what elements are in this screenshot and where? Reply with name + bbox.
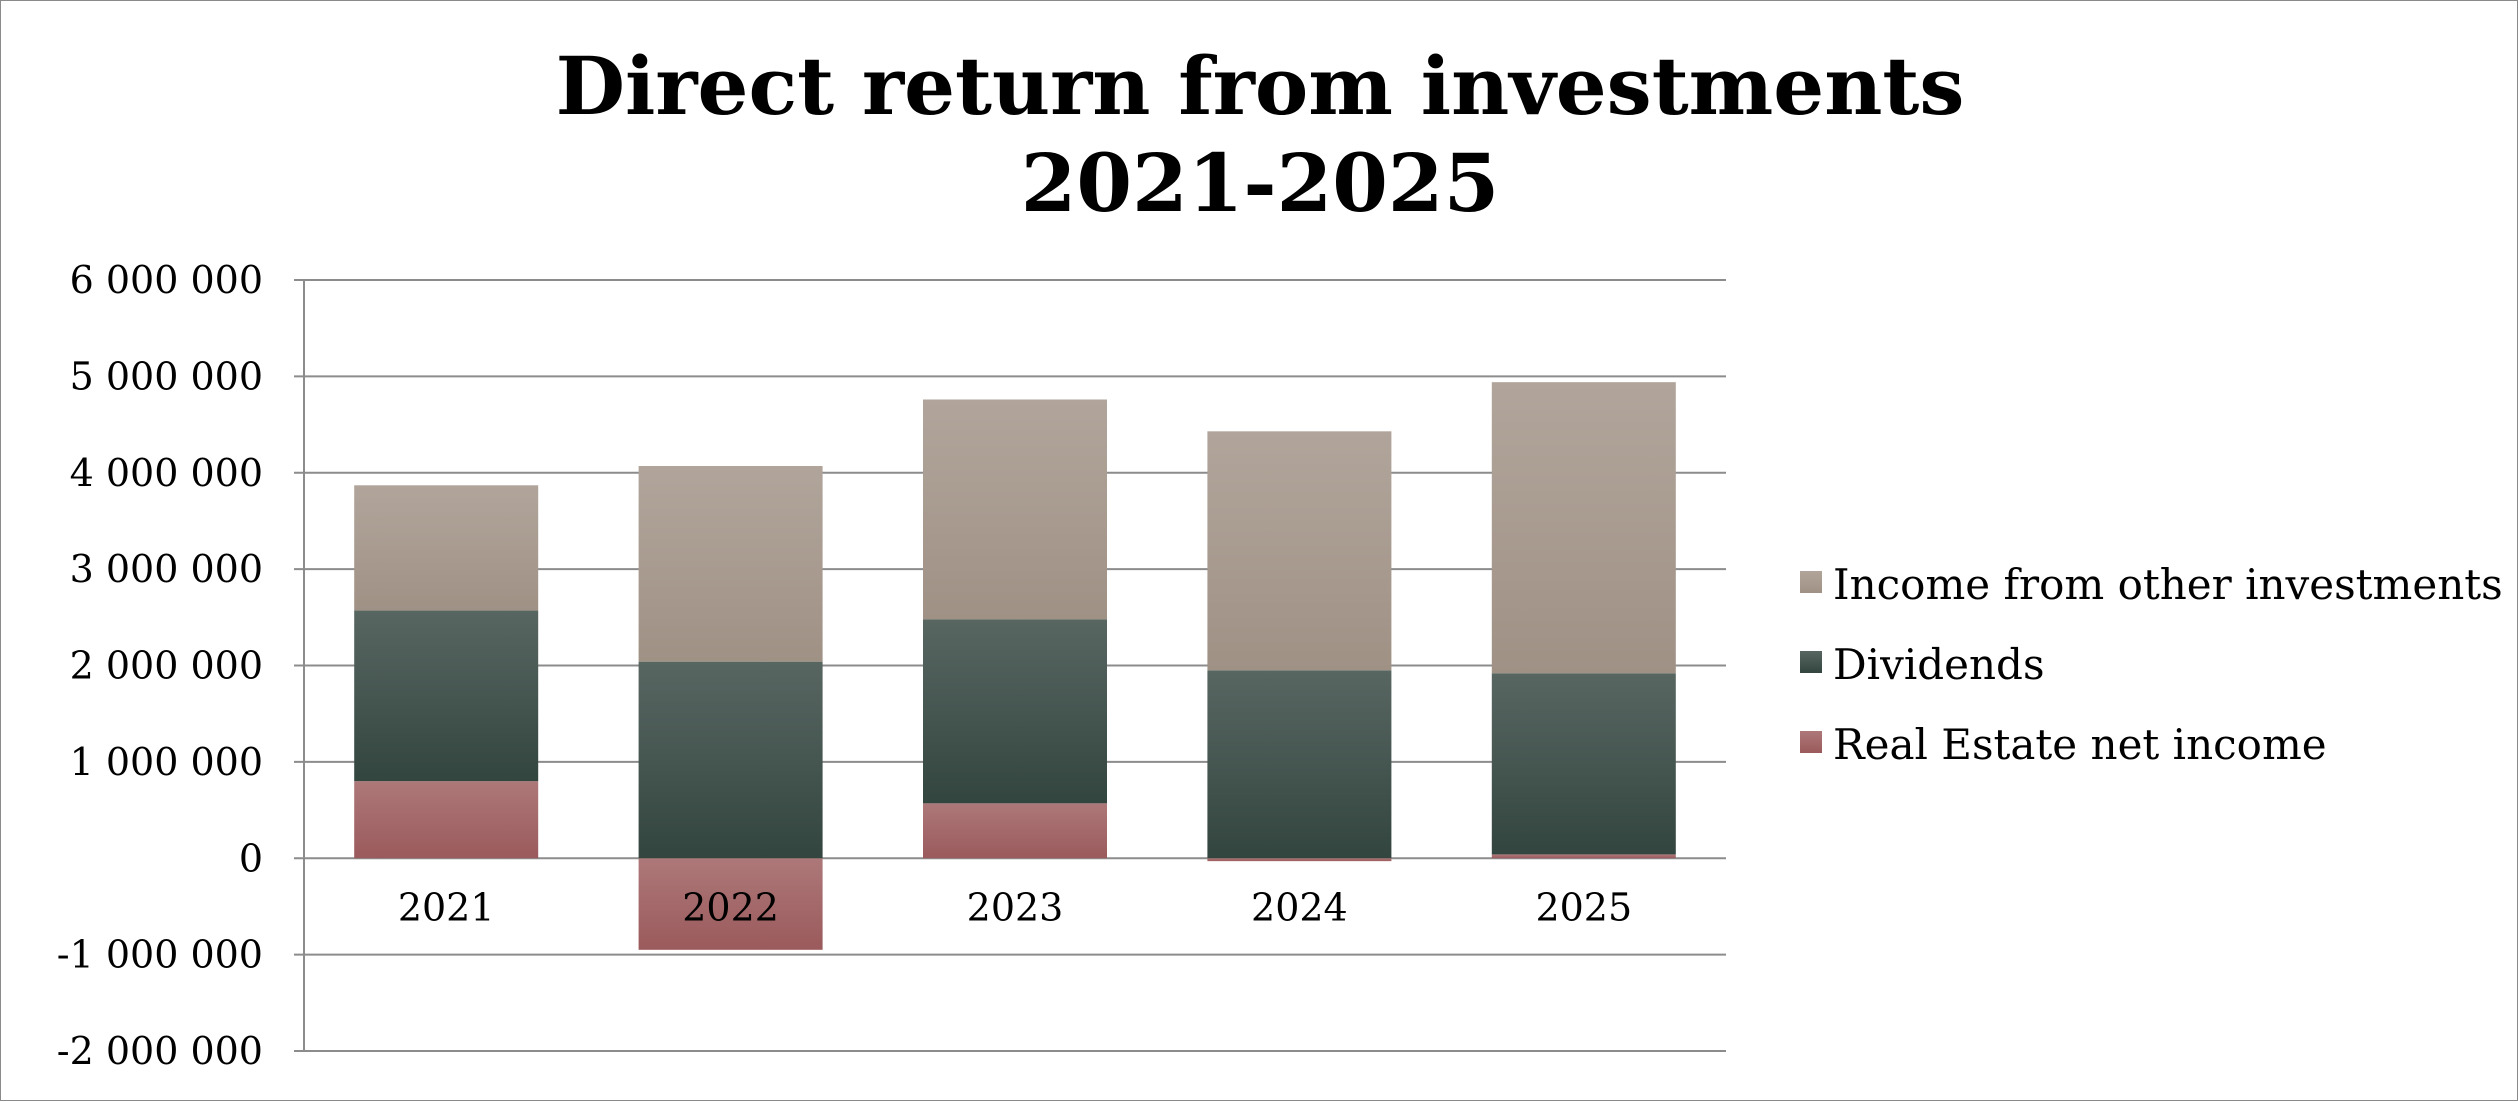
chart-subtitle: 2021-2025 — [1021, 136, 1500, 230]
bar-segment-dividends-2022 — [638, 661, 823, 859]
bar-segment-real-estate-net-income-2022 — [638, 858, 823, 950]
y-tick-label: 0 — [239, 836, 263, 880]
y-tick-label: 6 000 000 — [70, 258, 263, 302]
legend-label: Dividends — [1833, 640, 2045, 689]
legend-label: Income from other investments — [1833, 560, 2503, 609]
bar-segment-real-estate-net-income-2025 — [1491, 854, 1676, 859]
y-tick-label: 1 000 000 — [70, 740, 263, 784]
y-tick-label: 3 000 000 — [70, 547, 263, 591]
bar-segment-dividends-2023 — [923, 619, 1107, 804]
y-tick-label: 2 000 000 — [70, 644, 263, 688]
bar-segment-real-estate-net-income-2021 — [354, 781, 539, 859]
y-tick-label: 5 000 000 — [70, 354, 263, 398]
bar-segment-dividends-2025 — [1491, 673, 1676, 855]
x-tick-label: 2025 — [1535, 885, 1632, 929]
bar-segment-income-from-other-investments-2021 — [354, 485, 539, 611]
y-tick-label: 4 000 000 — [70, 451, 263, 495]
chart-title: Direct return from investments — [556, 39, 1965, 133]
legend-swatch — [1800, 571, 1822, 593]
y-tick-label: -2 000 000 — [57, 1029, 263, 1073]
bar-segment-income-from-other-investments-2023 — [923, 399, 1107, 620]
x-tick-label: 2022 — [682, 885, 779, 929]
bar-segment-income-from-other-investments-2025 — [1491, 382, 1676, 674]
bar-segment-dividends-2024 — [1207, 670, 1392, 859]
y-axis: 6 000 000 5 000 000 4 000 000 3 000 000 2 00… — [57, 258, 305, 1073]
bar-segment-income-from-other-investments-2022 — [638, 466, 823, 662]
x-axis-labels: 2021 2022 2023 2024 2025 — [398, 885, 1632, 929]
legend-swatch — [1800, 731, 1822, 753]
legend-label: Real Estate net income — [1833, 720, 2327, 769]
bar-segment-income-from-other-investments-2024 — [1207, 431, 1392, 671]
x-tick-label: 2023 — [967, 885, 1064, 929]
bars — [354, 382, 1676, 950]
y-tick-label: -1 000 000 — [57, 933, 263, 977]
legend-swatch — [1800, 651, 1822, 673]
bar-segment-real-estate-net-income-2024 — [1207, 858, 1392, 862]
bar-segment-dividends-2021 — [354, 610, 539, 782]
x-tick-label: 2021 — [398, 885, 495, 929]
x-tick-label: 2024 — [1251, 885, 1348, 929]
legend: Income from other investments Dividends Re… — [1800, 560, 2503, 769]
bar-segment-real-estate-net-income-2023 — [923, 803, 1107, 859]
